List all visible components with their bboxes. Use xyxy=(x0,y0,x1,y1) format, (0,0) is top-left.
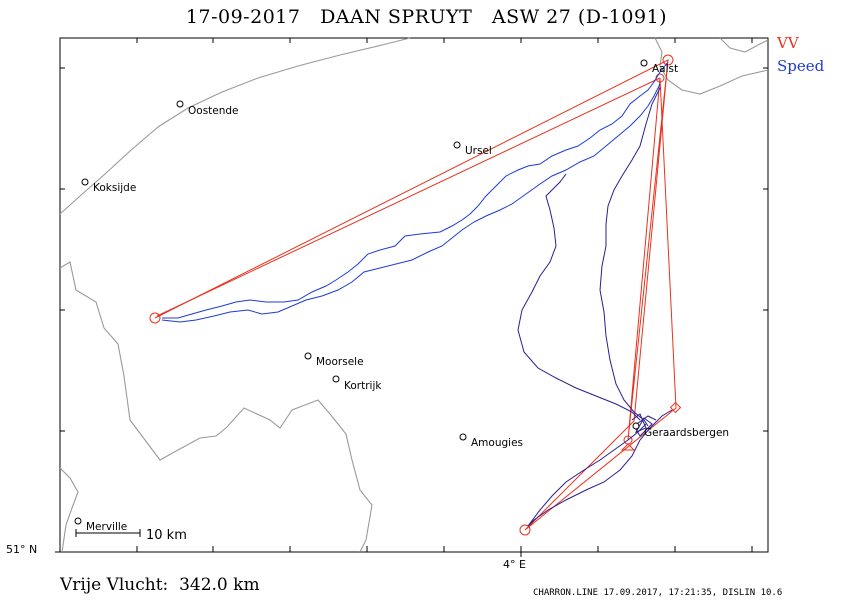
town-moorsele: Moorsele xyxy=(304,352,364,368)
track-return xyxy=(161,83,661,323)
northeast-border xyxy=(719,37,769,53)
town-aalst: Aalst xyxy=(640,59,678,75)
turnpoint-west xyxy=(149,312,161,324)
town-merville: Merville xyxy=(74,517,127,533)
task-leg-1 xyxy=(154,59,677,531)
start-marker xyxy=(669,401,682,414)
axis-ticks xyxy=(55,38,768,557)
svg-text:Moorsele: Moorsele xyxy=(316,356,364,368)
map-frame xyxy=(59,37,769,553)
scheldt-estuary xyxy=(654,37,769,95)
distance-label: Vrije Vlucht: 342.0 km xyxy=(60,575,260,595)
wallonia-border xyxy=(59,467,79,553)
flight-track xyxy=(161,61,669,323)
lon-label: 4° E xyxy=(503,558,526,571)
franco-belgian-border xyxy=(59,261,373,553)
scale-label: 10 km xyxy=(146,528,187,543)
track-south-leg xyxy=(527,409,673,527)
country-borders xyxy=(59,37,769,553)
turnpoint-south xyxy=(519,524,531,536)
task-leg-2 xyxy=(156,77,661,317)
town-koksijde: Koksijde xyxy=(81,178,136,194)
track-local-scribble xyxy=(631,413,657,437)
towns: Oostende Koksijde Ursel Aalst Moorsele K… xyxy=(74,59,729,533)
svg-text:Amougies: Amougies xyxy=(471,437,523,449)
town-oostende: Oostende xyxy=(176,100,239,117)
svg-text:Kortrijk: Kortrijk xyxy=(344,380,382,392)
svg-text:Ursel: Ursel xyxy=(465,145,492,157)
town-ursel: Ursel xyxy=(453,141,492,157)
svg-text:Koksijde: Koksijde xyxy=(93,182,136,194)
town-geraardsbergen: Geraardsbergen xyxy=(632,422,729,439)
track-outbound xyxy=(162,61,669,319)
lat-label: 51° N xyxy=(6,543,38,556)
town-kortrijk: Kortrijk xyxy=(332,375,382,392)
svg-text:Oostende: Oostende xyxy=(188,105,239,117)
coastline xyxy=(59,37,411,215)
scale-bar: 10 km xyxy=(75,528,187,543)
legend-speed: Speed xyxy=(777,57,825,75)
svg-text:Aalst: Aalst xyxy=(652,63,678,75)
finish-marker xyxy=(620,443,636,451)
track-west-loop xyxy=(517,173,641,421)
map-title: 17-09-2017 DAAN SPRUYT ASW 27 (D-1091) xyxy=(185,6,668,28)
legend-vv: VV xyxy=(777,34,799,52)
flight-track-south xyxy=(517,87,673,527)
footer-info: CHARRON.LINE 17.09.2017, 17:21:35, DISLI… xyxy=(533,588,783,598)
track-south-loop xyxy=(599,87,661,427)
svg-text:Geraardsbergen: Geraardsbergen xyxy=(644,427,729,439)
svg-text:Merville: Merville xyxy=(86,521,127,533)
town-amougies: Amougies xyxy=(459,433,523,449)
turnpoint-aalst xyxy=(662,54,674,66)
task-route xyxy=(149,54,682,536)
